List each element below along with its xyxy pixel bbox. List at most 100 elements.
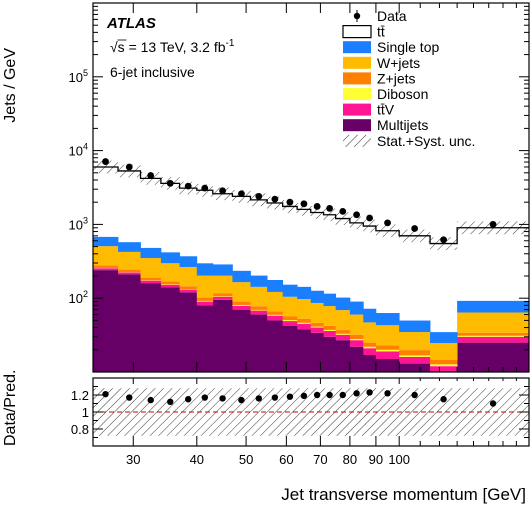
legend-label: Data [377,8,407,24]
ratio-point [353,390,360,397]
bar-segment [232,309,251,372]
bar-segment [323,336,337,372]
bar-segment [267,311,284,315]
ratio-point [411,391,418,399]
bar-segment [179,256,198,267]
main-frame [92,2,530,373]
ratio-point [271,394,279,401]
data-point [384,219,391,227]
ratio-point [102,390,109,398]
ttbar-outline [93,166,529,245]
bar-segment [212,296,233,297]
data-point [440,236,447,244]
bar-segment [375,349,400,352]
ratio-hatch [160,388,180,436]
data-point [300,200,308,208]
bar-segment [196,275,214,298]
ratio-y-axis-title: Data/Pred. [2,370,19,446]
bar-segment [282,296,298,317]
bar-segment [118,269,141,273]
bar-segment [457,332,529,336]
bar-segment [297,329,312,372]
bar-segment [310,322,324,327]
energy-label: √s = 13 TeV, 3.2 fb-1 [110,38,235,55]
bar-segment [93,265,119,268]
ratio-point [286,393,294,400]
bar-segment [212,264,233,276]
bar-segment [399,332,431,351]
y-tick-exponent: 3 [83,215,88,225]
ratio-point [326,391,333,399]
bar-segment [118,242,141,252]
bar-segment [160,263,180,282]
bar-segment [399,320,431,333]
legend-swatch [343,72,371,85]
ratio-hatch [267,388,283,436]
data-point [102,158,109,165]
ratio-point [185,396,192,403]
bar-segment [250,306,268,310]
data-point [489,221,497,228]
legend-swatch [343,134,371,147]
data-point [219,187,227,195]
ratio-point [313,391,321,399]
bar-segment [282,321,298,326]
data-point [271,195,279,203]
bar-segment [335,340,351,372]
bar-segment [297,322,312,324]
bar-segment [282,316,298,321]
bar-segment [375,351,400,360]
data-point [238,190,245,198]
bar-segment [232,304,251,306]
y-tick-exponent: 2 [83,289,88,299]
data-point [366,214,373,222]
bar-segment [399,350,431,356]
data-point [353,211,360,219]
energy-text: √s = 13 TeV, 3.2 fb [110,39,226,55]
bar-segment [310,327,324,333]
bar-segment [457,336,529,343]
bar-segment [323,325,337,330]
energy-superscript: -1 [226,38,235,49]
data-point [286,198,294,206]
bar-segment [323,306,337,326]
data-point [411,225,419,232]
ratio-hatch [250,388,268,436]
ratio-hatch [375,388,400,436]
bar-segment [179,292,198,372]
ratio-point [384,390,391,397]
bar-segment [310,326,324,328]
bar-segment [430,366,458,372]
legend-swatch [343,119,371,132]
y-tick-base: 10 [69,217,83,232]
data-point [201,184,209,192]
y-tick-exponent: 4 [83,142,88,152]
data-point [184,182,192,190]
atlas-label: ATLAS [106,15,156,32]
bar-segment [118,272,141,275]
x-tick-label: 40 [190,452,204,467]
bar-segment [375,345,400,350]
legend-label: tt̄ [377,24,385,40]
legend-label: W+jets [377,55,420,71]
bar-segment [232,305,251,310]
x-axis-title: Jet transverse momentum [GeV] [281,485,526,504]
y-tick-base: 10 [69,291,83,306]
bar-segment [430,332,458,344]
x-tick-label: 70 [313,452,327,467]
legend-swatch [343,103,371,116]
ratio-point [339,391,346,399]
ratio-point [440,396,447,403]
data-point [125,163,133,171]
ratio-point [366,389,373,396]
bar-segment [212,293,233,297]
bar-segment [118,251,141,270]
bar-segment [430,364,458,367]
bar-segment [282,320,298,322]
bar-segment [335,310,351,331]
bar-segment [349,334,364,339]
bar-segment [323,329,337,331]
stacked-bars [93,236,529,372]
